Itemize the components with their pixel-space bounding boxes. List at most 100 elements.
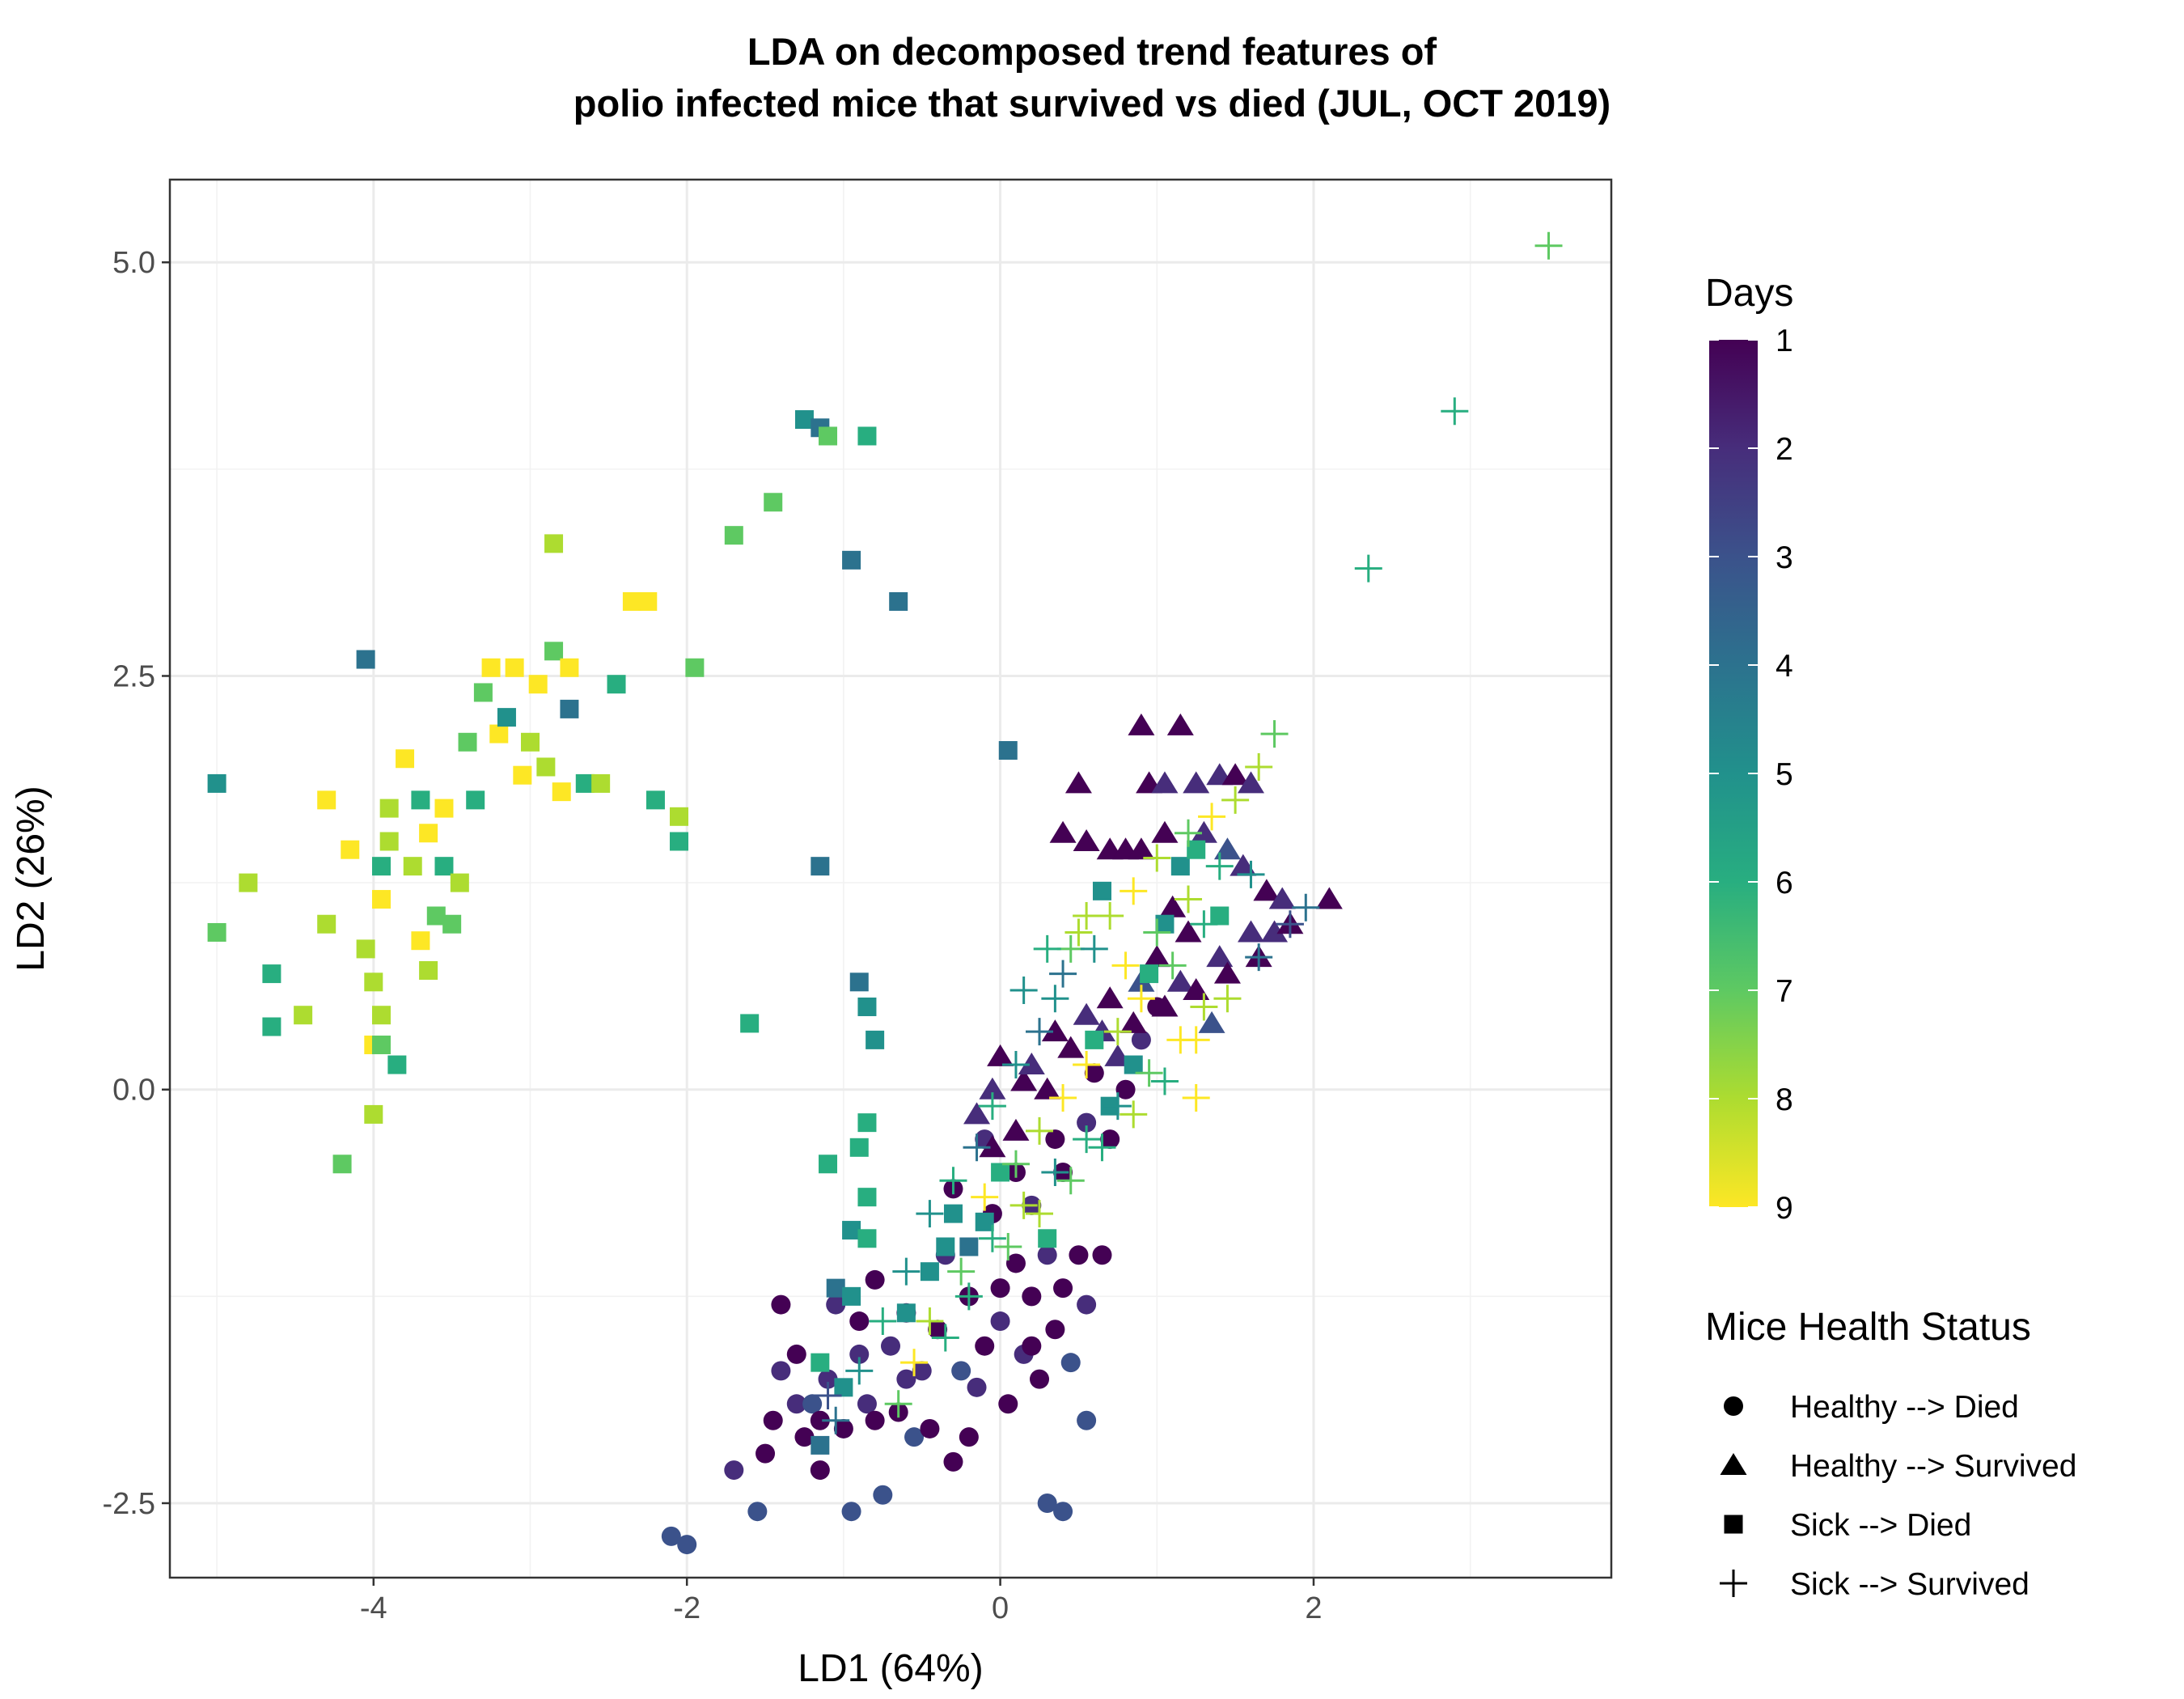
data-point-circle [1077,1112,1097,1133]
data-point-circle [1069,1245,1089,1265]
data-point-plus [1260,720,1289,748]
data-point-square [819,1155,838,1174]
data-point-square [317,914,336,934]
data-point-triangle [1041,1019,1069,1042]
data-point-circle [1077,1410,1097,1430]
data-point-square [998,741,1018,761]
data-point-circle [1022,1336,1042,1356]
data-point-circle [873,1485,893,1505]
data-point-square [371,1006,391,1025]
data-point-square [889,591,908,611]
data-point-square [317,790,336,810]
data-point-square [811,857,830,876]
data-point-plus [892,1257,921,1286]
data-point-circle [1060,1353,1081,1373]
data-point-triangle [1166,713,1194,735]
shape-legend-label: Healthy --> Died [1790,1390,2019,1425]
colorbar-label: 9 [1776,1191,1793,1226]
data-point-circle [1092,1245,1112,1265]
data-point-plus [978,1224,1006,1252]
data-point-triangle [1166,969,1194,992]
data-point-triangle [1128,837,1155,860]
data-point-circle [865,1410,885,1430]
data-point-plus [1166,1026,1195,1054]
data-point-square [473,683,493,702]
data-point-circle [912,1361,932,1381]
data-point-square [638,591,658,611]
colorbar-label: 2 [1776,432,1793,467]
data-point-plus [1237,860,1265,888]
data-point-square [371,857,391,876]
data-point-plus [1292,893,1320,922]
shape-legend-entries: Healthy --> Died Healthy --> Survived Sick… [1720,1390,2076,1602]
data-point-plus [1111,951,1140,980]
data-point-circle [818,1369,838,1389]
data-point-plus [1245,943,1273,972]
x-axis-ticks: -4 -2 0 2 [360,1578,1323,1625]
data-point-square [552,782,571,802]
data-point-circle [904,1427,925,1447]
data-point-square [834,1378,853,1397]
colorbar-label: 6 [1776,866,1793,900]
data-point-plus [1033,934,1061,963]
data-point-square [842,1221,861,1240]
data-point-square [724,526,743,545]
data-point-square [896,1303,916,1323]
data-point-triangle [1120,1011,1147,1033]
data-point-plus [1049,1083,1077,1112]
data-point-plus [1213,985,1242,1013]
plot-border [168,178,1613,1579]
data-point-plus [1041,1158,1069,1186]
data-point-plus [1158,951,1187,980]
data-point-circle [786,1394,806,1414]
data-point-circle [975,1336,995,1356]
data-point-triangle [1190,820,1217,843]
data-point-square [505,658,524,677]
data-point-plus [1175,819,1203,847]
data-point-triangle [1315,887,1343,909]
data-point-circle [763,1410,783,1430]
data-point-plus [954,1282,983,1311]
data-point-triangle [1143,945,1170,968]
data-point-square [371,890,391,909]
data-point-triangle [1073,828,1100,851]
data-point-square [857,1188,877,1207]
colorbar-label: 7 [1776,974,1793,1009]
y-tick-label: 5.0 [112,246,155,280]
data-point-square [387,1055,407,1074]
chart-title-line-2: polio infected mice that survived vs die… [574,82,1610,125]
data-point-plus [1056,934,1085,963]
data-point-square [826,1278,845,1298]
data-point-square [1038,1229,1057,1248]
data-point-circle [833,1418,853,1438]
data-point-plus [931,1324,959,1352]
data-point-circle [1100,1129,1120,1150]
data-point-square [1187,840,1206,859]
data-point-circle [1037,1493,1057,1513]
data-point-plus [1276,910,1304,938]
data-point-triangle [1261,920,1289,943]
data-point-circle [959,1427,979,1447]
data-point-plus [1026,1200,1054,1228]
data-point-plus [814,1382,842,1410]
data-point-plus [1080,934,1108,963]
data-point-square [920,1262,939,1282]
data-point-square [819,426,838,446]
data-point-circle [943,1451,963,1472]
data-point-triangle [1151,820,1179,843]
data-point-square [622,591,641,611]
data-point-square [670,807,689,826]
data-point-square [936,1237,955,1256]
data-point-plus [1009,977,1038,1005]
data-point-plus [1103,1092,1132,1121]
data-point-square [364,972,383,992]
data-point-square [419,960,438,980]
data-point-square [356,939,375,959]
shape-legend-entry: Healthy --> Died [1724,1390,2019,1425]
data-point-triangle [1073,1002,1100,1025]
data-point-circle [1045,1129,1065,1150]
data-point-triangle [1049,820,1077,843]
data-point-plus [1096,902,1124,930]
data-point-plus [1103,1018,1132,1046]
data-point-circle [826,1294,846,1315]
